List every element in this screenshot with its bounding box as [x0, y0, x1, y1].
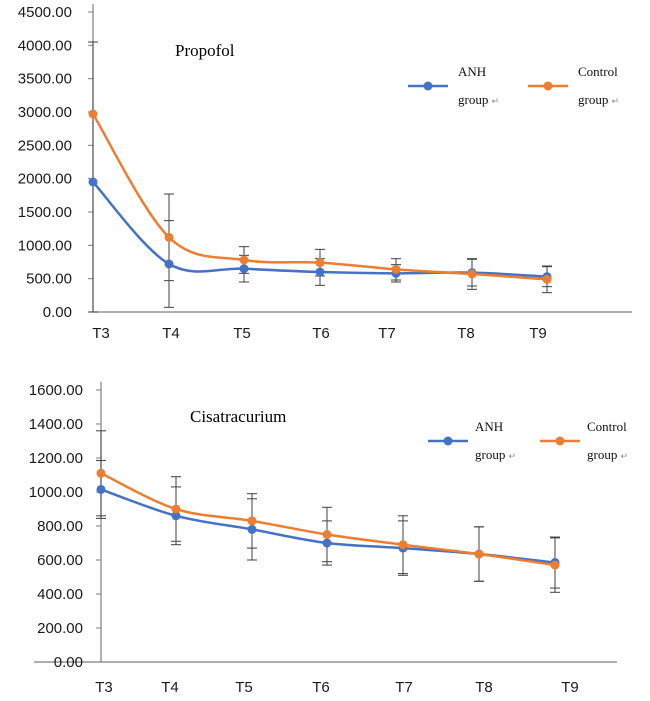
data-point	[239, 255, 249, 265]
y-tick-label: 3000.00	[18, 104, 72, 121]
y-tick-label: 3500.00	[18, 71, 72, 88]
x-tick-label: T9	[529, 325, 547, 342]
x-tick-label: T3	[95, 679, 113, 696]
y-tick-label: 1000.00	[29, 484, 83, 501]
y-tick-label: 4500.00	[18, 4, 72, 21]
y-tick-label: 1600.00	[29, 382, 83, 399]
x-tick-label: T4	[161, 679, 179, 696]
data-point	[171, 511, 181, 521]
y-tick-label: 2000.00	[18, 171, 72, 188]
return-mark: ↵	[492, 97, 500, 107]
data-point	[322, 530, 332, 539]
legend-label: group	[475, 447, 505, 462]
return-mark: ↵	[612, 97, 620, 107]
data-point	[164, 259, 174, 269]
data-point	[88, 177, 98, 187]
y-tick-label: 4000.00	[18, 37, 72, 54]
legend-label: group	[578, 92, 608, 107]
y-tick-label: 1500.00	[18, 204, 72, 221]
x-tick-label: T8	[457, 325, 475, 342]
data-point	[391, 264, 401, 274]
legend-marker	[543, 81, 553, 91]
data-point	[315, 267, 325, 277]
x-tick-label: T6	[312, 325, 330, 342]
return-mark: ↵	[509, 452, 517, 462]
legend-label: ANH	[458, 64, 486, 79]
legend-label: Control	[587, 419, 627, 434]
x-tick-label: T6	[312, 679, 330, 696]
cisatracurium-chart: 0.00 200.00 400.00 600.00 800.00 1000.00 1200.…	[29, 382, 629, 696]
data-point	[542, 274, 552, 284]
data-point	[315, 258, 325, 268]
x-tick-label: T5	[233, 325, 251, 342]
legend-label: ANH	[475, 419, 503, 434]
y-tick-label: 200.00	[37, 620, 83, 637]
legend-marker	[423, 81, 433, 91]
x-tick-label: T7	[395, 679, 413, 696]
y-tick-label: 0.00	[43, 304, 72, 321]
data-point	[550, 560, 560, 570]
data-point	[398, 540, 408, 550]
legend-label: group	[587, 447, 617, 462]
data-point	[467, 269, 477, 279]
chart-title: Cisatracurium	[190, 407, 286, 426]
x-tick-label: T7	[378, 325, 396, 342]
y-tick-label: 400.00	[37, 586, 83, 603]
legend-marker	[443, 436, 453, 446]
y-tick-label: 800.00	[37, 518, 83, 535]
series-line-control	[100, 472, 556, 567]
y-tick-label: 1400.00	[29, 416, 83, 433]
data-point	[96, 468, 106, 478]
data-point	[164, 232, 174, 242]
data-point	[239, 264, 249, 274]
x-tick-label: T5	[235, 679, 253, 696]
y-tick-label: 2500.00	[18, 137, 72, 154]
y-tick-label: 0.00	[54, 654, 83, 671]
data-point	[247, 524, 257, 534]
y-tick-label: 600.00	[37, 552, 83, 569]
data-point	[247, 516, 257, 526]
legend-label: Control	[578, 64, 618, 79]
data-point	[88, 109, 98, 119]
y-tick-label: 500.00	[26, 271, 72, 288]
data-point	[96, 484, 106, 494]
propofol-chart: 0.00 500.00 1000.00 1500.00 2000.00 2500.00 30…	[18, 4, 632, 342]
return-mark: ↵	[621, 452, 629, 462]
data-point	[474, 549, 484, 559]
legend-marker	[555, 436, 565, 446]
x-tick-label: T9	[561, 679, 579, 696]
x-tick-label: T3	[92, 325, 110, 342]
legend-label: group	[458, 92, 488, 107]
chart-title: Propofol	[175, 41, 235, 60]
x-tick-label: T8	[475, 679, 493, 696]
y-tick-label: 1000.00	[18, 237, 72, 254]
data-point	[322, 538, 332, 548]
y-tick-label: 1200.00	[29, 450, 83, 467]
data-point	[171, 504, 181, 514]
x-tick-label: T4	[162, 325, 180, 342]
series-line-anh	[100, 488, 556, 564]
